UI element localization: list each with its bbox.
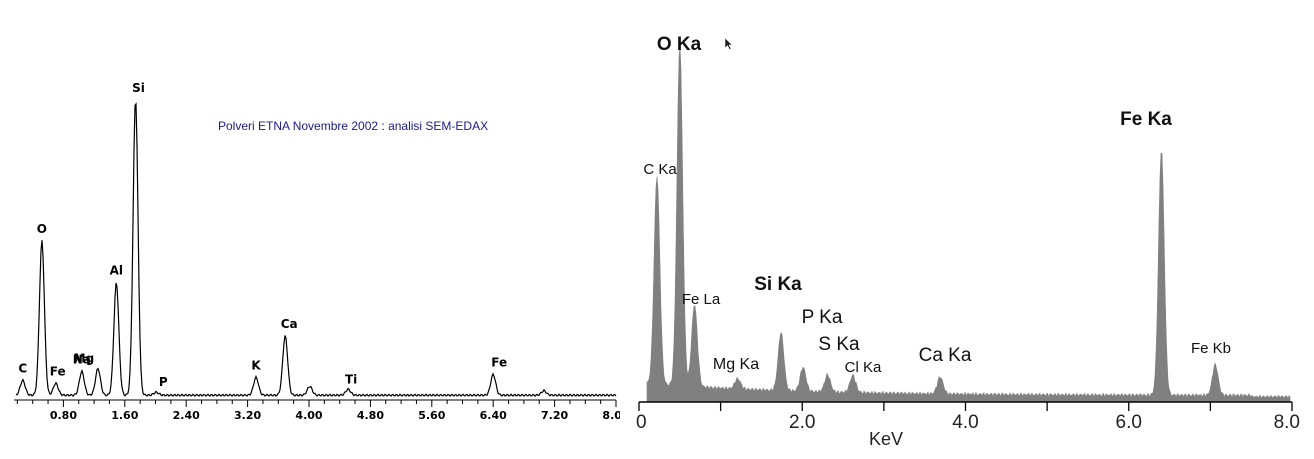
peak-label-c-ka: C Ka: [643, 161, 677, 178]
peak-label-fe-ka: Fe Ka: [1120, 109, 1172, 130]
x-tick-label: 2.40: [173, 409, 200, 422]
peak-label-si-ka: Si Ka: [754, 274, 802, 295]
peak-label-o: O: [37, 222, 47, 236]
peak-label-ti: Ti: [345, 372, 357, 386]
peak-label-al: Al: [110, 263, 123, 277]
spectrum-area: [646, 45, 1291, 403]
peak-label-ca-ka: Ca Ka: [919, 345, 972, 366]
peak-label-o-ka: O Ka: [657, 34, 702, 55]
sem-edax-spectrum-left: 0.80 1.60 2.40 3.20 4.00 4.80 5.60 6.40 7.20 8.00…: [14, 81, 620, 422]
peak-label-si: Si: [132, 81, 145, 95]
x-tick-label: 6.40: [480, 409, 507, 422]
x-tick-label: 0.80: [50, 409, 77, 422]
x-tick-label: 3.20: [234, 409, 261, 422]
peak-label-fe-kb: Fe Kb: [1191, 340, 1231, 357]
x-tick-label: 8.0: [1274, 412, 1300, 433]
chart-title: Polveri ETNA Novembre 2002 : analisi SEM…: [218, 119, 488, 133]
peak-label-cl-ka: Cl Ka: [845, 359, 882, 376]
peak-label-fe: Fe: [491, 355, 507, 369]
peak-label-p-ka: P Ka: [802, 307, 843, 328]
x-tick-label: 6.0: [1116, 412, 1142, 433]
x-tick-label: 2.0: [789, 412, 815, 433]
peak-label-fe-la: Fe La: [682, 291, 721, 308]
peak-label-ca: Ca: [281, 317, 298, 331]
x-tick-label: 4.0: [952, 412, 978, 433]
peak-label-fe: Fe: [50, 364, 66, 378]
cursor-arrow-icon: [724, 37, 733, 50]
peak-label-mg-ka: Mg Ka: [713, 356, 759, 373]
peak-label-mg: Mg: [74, 351, 95, 365]
peak-label-k: K: [251, 358, 261, 372]
x-tick-label: 4.00: [295, 409, 322, 422]
x-tick-label: 5.60: [418, 409, 445, 422]
x-axis-label: KeV: [869, 429, 903, 449]
spectrum-line: [15, 102, 617, 397]
x-tick-label: 8.00: [602, 409, 620, 422]
peak-label-p: P: [159, 375, 168, 389]
peak-label-s-ka: S Ka: [818, 334, 860, 355]
x-tick-label: 4.80: [357, 409, 384, 422]
x-tick-label: 1.60: [111, 409, 138, 422]
peak-label-c: C: [18, 361, 27, 375]
x-tick-label: 0: [636, 412, 647, 433]
x-tick-label: 7.20: [541, 409, 568, 422]
peak-label-na: Na: [73, 352, 91, 366]
